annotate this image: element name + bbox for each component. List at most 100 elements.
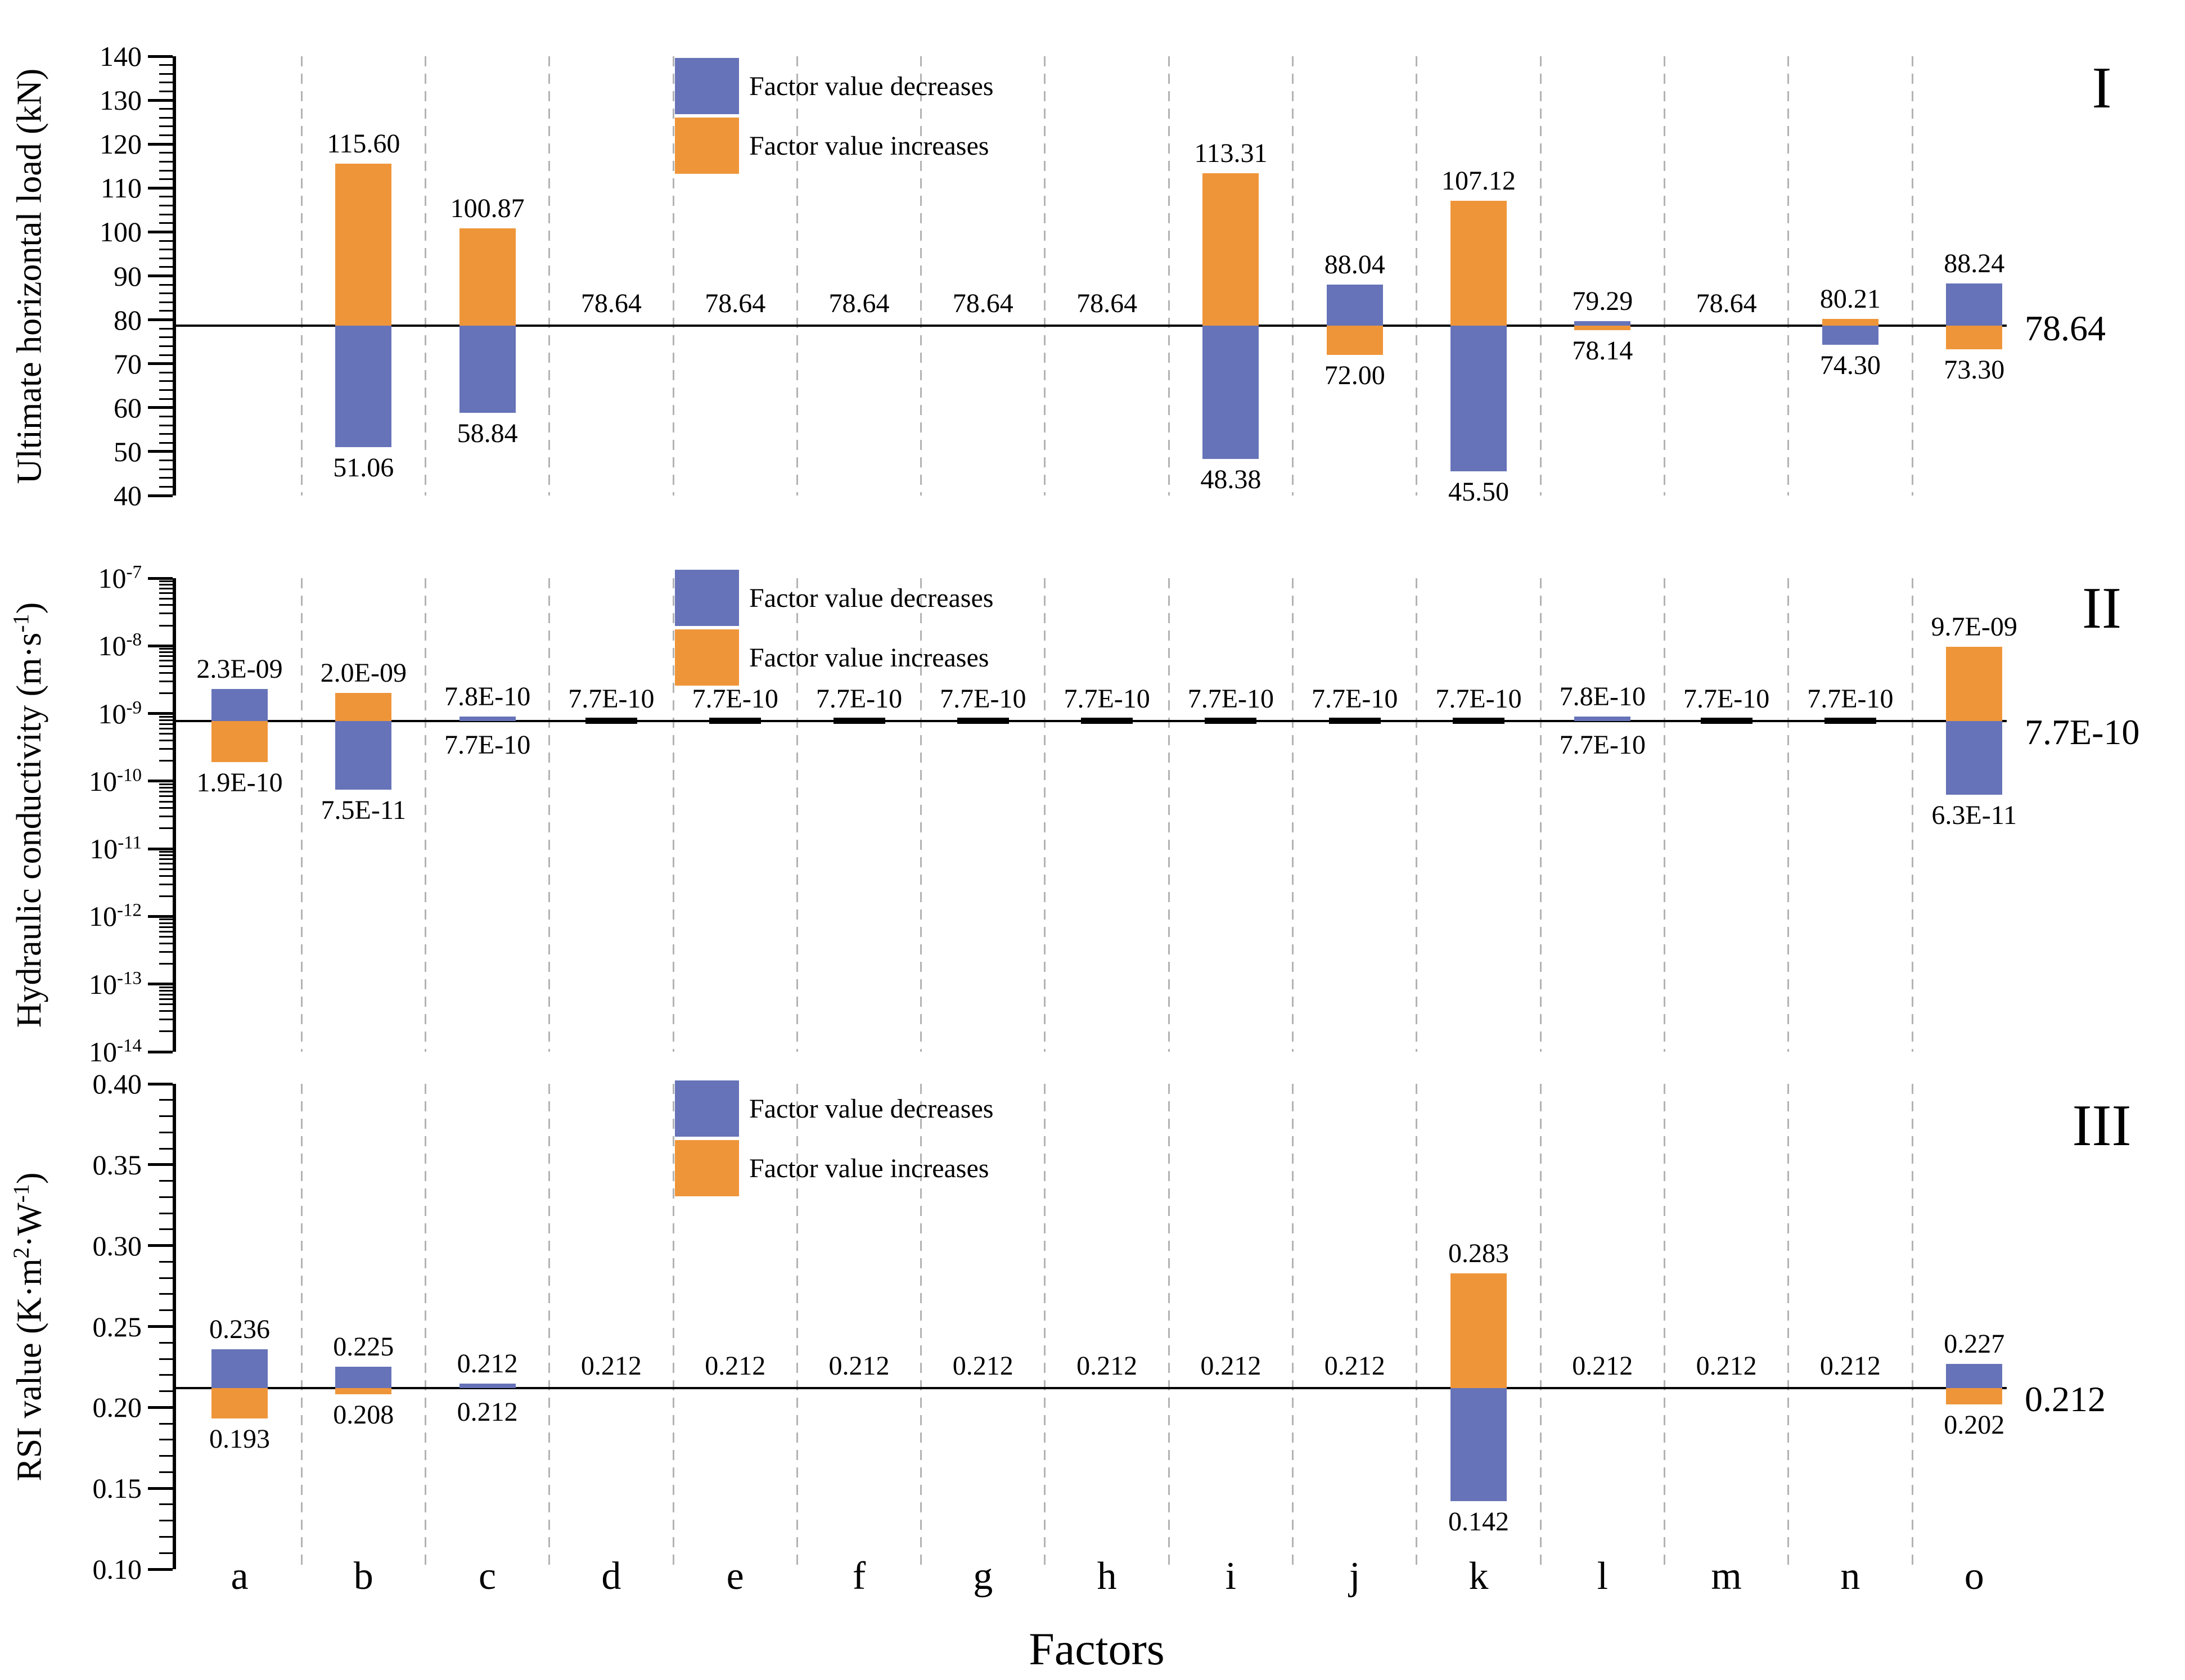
y-axis-minor-tick <box>159 827 173 830</box>
baseline-label-II-j: 7.7E-10 <box>1312 684 1398 714</box>
bar-label-II-a-up: 2.3E-09 <box>196 654 283 684</box>
y-axis-minor-tick <box>159 1535 173 1538</box>
gridline <box>1416 56 1418 496</box>
bar-II-l-up <box>1574 717 1631 722</box>
gridline <box>548 578 551 1052</box>
legend-increase-label: Factor value increases <box>749 642 989 673</box>
y-axis-major-tick <box>148 1325 173 1328</box>
y-axis-minor-tick <box>159 82 173 84</box>
baseline-I <box>173 325 2007 327</box>
y-axis-minor-tick <box>159 292 173 295</box>
y-axis-minor-tick <box>159 739 173 741</box>
gridline <box>1044 578 1046 1052</box>
x-axis-label-o: o <box>1964 1555 1984 1598</box>
y-axis-minor-tick <box>159 1099 173 1101</box>
y-axis-minor-tick <box>159 389 173 391</box>
baseline-tick-marker-II-d <box>585 718 637 724</box>
y-axis-minor-tick <box>159 327 173 330</box>
y-axis-minor-tick <box>159 380 173 382</box>
baseline-label-II-m: 7.7E-10 <box>1683 684 1770 714</box>
gridline <box>1911 56 1913 496</box>
y-axis-major-tick <box>148 186 173 190</box>
bar-label-I-o-up: 88.24 <box>1944 249 2005 279</box>
bar-label-I-j-down: 72.00 <box>1324 361 1385 391</box>
gridline <box>1044 1084 1046 1569</box>
x-axis-label-d: d <box>601 1555 621 1598</box>
y-axis-minor-tick <box>159 790 173 792</box>
baseline-tick-marker-II-k <box>1453 718 1504 724</box>
y-axis-minor-tick <box>159 90 173 92</box>
y-axis-minor-tick <box>159 160 173 163</box>
y-axis-minor-tick <box>159 1455 173 1457</box>
bar-label-III-b-down: 0.208 <box>333 1400 394 1430</box>
y-axis-minor-tick <box>159 1520 173 1522</box>
y-axis-minor-tick <box>159 424 173 426</box>
gridline <box>1663 56 1665 496</box>
y-axis-major-tick <box>148 318 173 322</box>
bar-I-i-down <box>1202 326 1259 459</box>
bar-label-I-n-up: 80.21 <box>1819 283 1881 314</box>
y-axis-major-tick <box>148 362 173 366</box>
gridline <box>548 56 551 496</box>
y-axis-tick-label: 0.30 <box>92 1229 142 1262</box>
x-axis-label-f: f <box>852 1555 866 1598</box>
y-axis-tick-label: 90 <box>114 260 142 292</box>
bar-III-o-down <box>1946 1388 2003 1404</box>
y-axis-tick-label: 100 <box>100 216 142 248</box>
y-axis-tick-label: 0.35 <box>92 1148 142 1181</box>
gridline <box>920 1084 922 1569</box>
panel-marker-III: III <box>2072 1092 2132 1158</box>
baseline-label-III-d: 0.212 <box>580 1350 642 1381</box>
y-axis-minor-tick <box>159 580 173 582</box>
y-axis-minor-tick <box>159 213 173 215</box>
y-axis-minor-tick <box>159 998 173 1000</box>
y-axis-minor-tick <box>159 1471 173 1473</box>
bar-label-III-a-up: 0.236 <box>209 1314 270 1344</box>
below-label-II-l: 7.7E-10 <box>1559 730 1646 760</box>
x-axis-label-n: n <box>1840 1555 1860 1598</box>
y-axis-minor-tick <box>159 1228 173 1231</box>
y-axis-tick-label: 60 <box>114 391 142 424</box>
y-axis-minor-tick <box>159 205 173 207</box>
gridline <box>1787 56 1790 496</box>
y-axis-minor-tick <box>159 692 173 694</box>
bar-label-I-o-down: 73.30 <box>1944 354 2005 385</box>
bar-label-III-a-down: 0.193 <box>209 1424 270 1454</box>
y-axis-minor-tick <box>159 477 173 479</box>
y-axis-tick-label: 0.15 <box>92 1472 142 1505</box>
gridline <box>1416 1084 1418 1569</box>
gridline <box>1044 56 1046 496</box>
legend-increase-label: Factor value increases <box>749 1153 989 1183</box>
y-axis-major-tick <box>148 494 173 497</box>
y-axis-minor-tick <box>159 883 173 885</box>
bar-label-III-o-up: 0.227 <box>1944 1328 2005 1359</box>
y-axis-minor-tick <box>159 1293 173 1295</box>
y-axis-minor-tick <box>159 257 173 259</box>
y-axis-spine-I <box>173 56 176 496</box>
y-axis-minor-tick <box>159 152 173 154</box>
y-axis-tick-label: 10-8 <box>98 629 142 662</box>
y-axis-minor-tick <box>159 1147 173 1150</box>
y-axis-spine-III <box>173 1084 176 1569</box>
bar-label-III-k-up: 0.283 <box>1448 1238 1509 1268</box>
y-axis-minor-tick <box>159 1010 173 1012</box>
y-axis-tick-label: 10-12 <box>89 900 142 933</box>
bar-label-I-k-up: 107.12 <box>1441 165 1516 196</box>
y-axis-minor-tick <box>159 1115 173 1118</box>
bar-I-k-up <box>1450 200 1507 326</box>
x-axis-label-a: a <box>231 1555 249 1598</box>
y-axis-minor-tick <box>159 783 173 785</box>
y-axis-minor-tick <box>159 592 173 594</box>
baseline-tick-marker-II-h <box>1081 718 1133 724</box>
bar-II-b-up <box>335 693 392 722</box>
bar-label-I-i-down: 48.38 <box>1200 464 1262 494</box>
y-axis-title-III: RSI value (K·m2·W-1) <box>8 1172 48 1481</box>
y-axis-major-tick <box>148 1163 173 1166</box>
y-axis-minor-tick <box>159 1422 173 1425</box>
x-axis-title: Factors <box>1029 1623 1165 1674</box>
y-axis-minor-tick <box>159 851 173 853</box>
bar-label-I-i-up: 113.31 <box>1194 138 1268 169</box>
gridline <box>1663 578 1665 1052</box>
gridline <box>1292 578 1294 1052</box>
